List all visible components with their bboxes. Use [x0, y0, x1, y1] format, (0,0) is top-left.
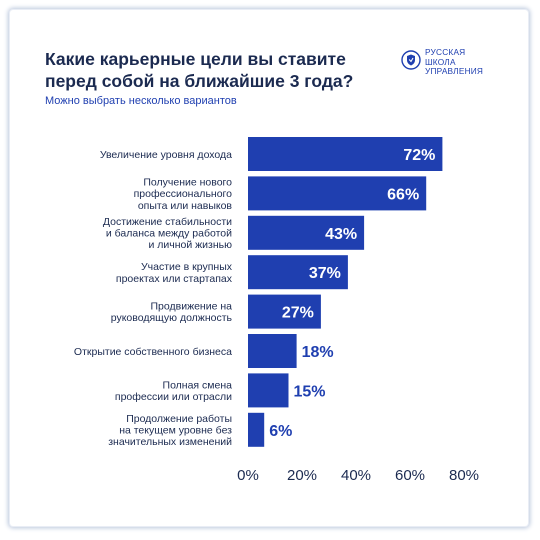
x-tick-label-4: 60%: [395, 467, 425, 484]
category-label-4-line-2: проектах или стартапах: [116, 273, 233, 285]
category-label-4: Участие в крупных проектах или стартапах: [116, 261, 233, 285]
category-label-8-line-3: значительных изменений: [108, 436, 232, 448]
category-label-2: Получение нового профессионального опыта и…: [134, 177, 233, 212]
shield-logo-icon: [401, 50, 421, 70]
bar-3: [248, 215, 365, 250]
category-label-2-line-3: опыта или навыков: [138, 200, 233, 212]
logo-text-line-3: УПРАВЛЕНИЯ: [425, 66, 484, 76]
bar-4: [248, 255, 348, 290]
category-label-2-line-1: Получение нового: [143, 177, 232, 189]
category-label-8: Продолжение работы на текущем уровне без з…: [108, 413, 232, 448]
bar-value-label-7: 15%: [294, 383, 326, 400]
x-tick-label-2: 20%: [287, 467, 317, 484]
bar-1: [248, 137, 443, 171]
category-label-6-line-1: Открытие собственного бизнеса: [74, 346, 232, 358]
category-label-5-line-1: Продвижение на: [151, 301, 233, 313]
category-label-8-line-2: на текущем уровне без: [119, 425, 232, 437]
bar-value-label-4: 37%: [309, 265, 341, 282]
bar-value-label-3: 43%: [325, 226, 357, 243]
logo-text-line-1: РУССКАЯ: [425, 47, 466, 57]
bar-2: [248, 176, 427, 211]
bar-7: [248, 373, 289, 408]
bar-value-label-5: 27%: [282, 305, 314, 322]
x-tick-label-5: 80%: [449, 467, 479, 484]
category-label-3-line-1: Достижение стабильности: [103, 216, 232, 228]
category-label-1-line-1: Увеличение уровня дохода: [100, 149, 232, 161]
bar-5: [248, 294, 321, 329]
bar-value-label-6: 18%: [302, 344, 334, 361]
category-label-3-line-3: и личной жизнью: [148, 239, 232, 251]
category-label-3-line-2: и баланса между работой: [106, 228, 232, 240]
category-label-3: Достижение стабильности и баланса между р…: [103, 216, 232, 251]
bar-8: [248, 412, 265, 447]
chart-title: Какие карьерные цели вы ставите перед со…: [45, 48, 375, 92]
bar-value-label-1: 72%: [403, 147, 435, 164]
category-label-7-line-1: Полная смена: [163, 379, 233, 391]
chart-title-line-2: перед собой на ближайшие 3 года?: [45, 71, 354, 91]
bar-6: [248, 334, 297, 368]
brand-logo: РУССКАЯ ШКОЛА УПРАВЛЕНИЯ: [401, 47, 501, 77]
category-label-7: Полная смена профессии или отрасли: [115, 379, 232, 403]
x-tick-label-1: 0%: [237, 467, 259, 484]
chart-subtitle: Можно выбрать несколько вариантов: [45, 95, 237, 107]
x-tick-label-3: 40%: [341, 467, 371, 484]
logo-text-line-2: ШКОЛА: [425, 56, 456, 67]
category-label-2-line-2: профессионального: [134, 188, 233, 200]
category-label-5: Продвижение на руководящую должность: [111, 301, 233, 325]
category-label-5-line-2: руководящую должность: [111, 312, 233, 324]
category-label-4-line-1: Участие в крупных: [141, 261, 233, 273]
category-label-8-line-1: Продолжение работы: [126, 413, 232, 425]
chart-title-line-1: Какие карьерные цели вы ставите: [45, 49, 346, 69]
category-label-1: Увеличение уровня дохода: [100, 149, 232, 161]
bar-value-label-2: 66%: [387, 186, 419, 203]
category-label-6: Открытие собственного бизнеса: [74, 346, 232, 358]
category-label-7-line-2: профессии или отрасли: [115, 391, 232, 403]
bar-value-label-8: 6%: [269, 423, 292, 440]
